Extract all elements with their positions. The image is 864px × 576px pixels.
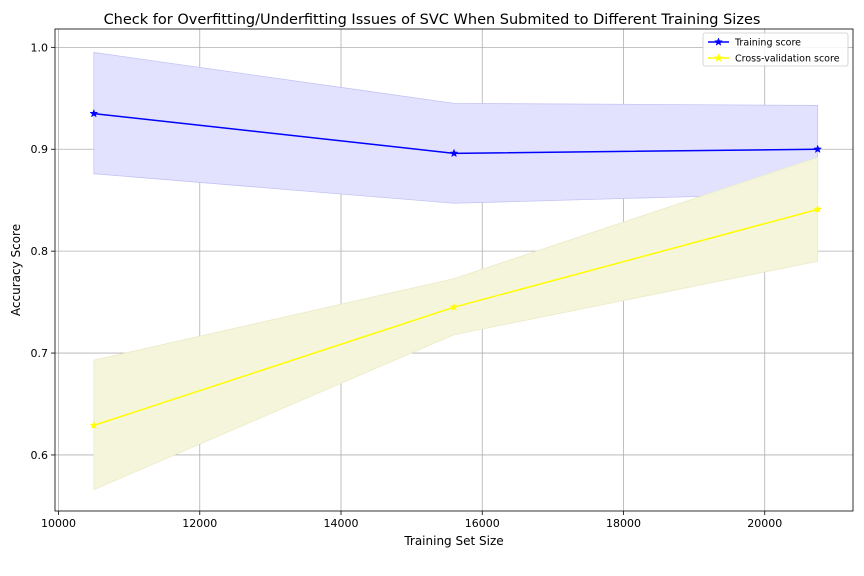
x-tick-label: 16000 xyxy=(465,517,500,530)
legend-label-1: Cross-validation score xyxy=(735,54,840,65)
data-point-1-0 xyxy=(89,420,99,430)
data-point-1-2 xyxy=(813,204,823,214)
legend-label-0: Training score xyxy=(734,38,801,49)
y-tick-label: 0.8 xyxy=(31,245,49,258)
confidence-band-0 xyxy=(93,51,819,204)
data-point-0-2 xyxy=(813,144,823,154)
legend-box xyxy=(702,32,849,67)
legend-marker-1 xyxy=(714,53,723,62)
x-tick-label: 10000 xyxy=(41,517,76,530)
confidence-bands xyxy=(93,51,819,491)
plot-frame xyxy=(54,28,854,512)
y-tick-label: 0.7 xyxy=(31,347,49,360)
y-axis-label: Accuracy Score xyxy=(9,224,23,316)
x-tick-label: 20000 xyxy=(747,517,782,530)
x-tick-label: 12000 xyxy=(182,517,217,530)
legend: Training score Cross-validation score xyxy=(702,32,849,67)
x-axis-label: Training Set Size xyxy=(403,534,503,548)
data-point-0-1 xyxy=(449,148,459,158)
data-point-1-1 xyxy=(449,302,459,312)
series-lines xyxy=(89,108,823,430)
confidence-band-1 xyxy=(93,156,819,491)
x-tick-label: 18000 xyxy=(606,517,641,530)
data-point-0-0 xyxy=(89,108,99,118)
legend-marker-0 xyxy=(714,37,723,46)
axis-ticks: 10000 12000 14000 16000 18000 20000 0.6 0.7 0.8 0… xyxy=(31,41,783,530)
y-tick-label: 1.0 xyxy=(31,41,49,54)
y-tick-label: 0.6 xyxy=(31,449,49,462)
x-tick-label: 14000 xyxy=(324,517,359,530)
y-tick-label: 0.9 xyxy=(31,143,49,156)
chart-title: Check for Overfitting/Underfitting Issue… xyxy=(104,12,761,28)
